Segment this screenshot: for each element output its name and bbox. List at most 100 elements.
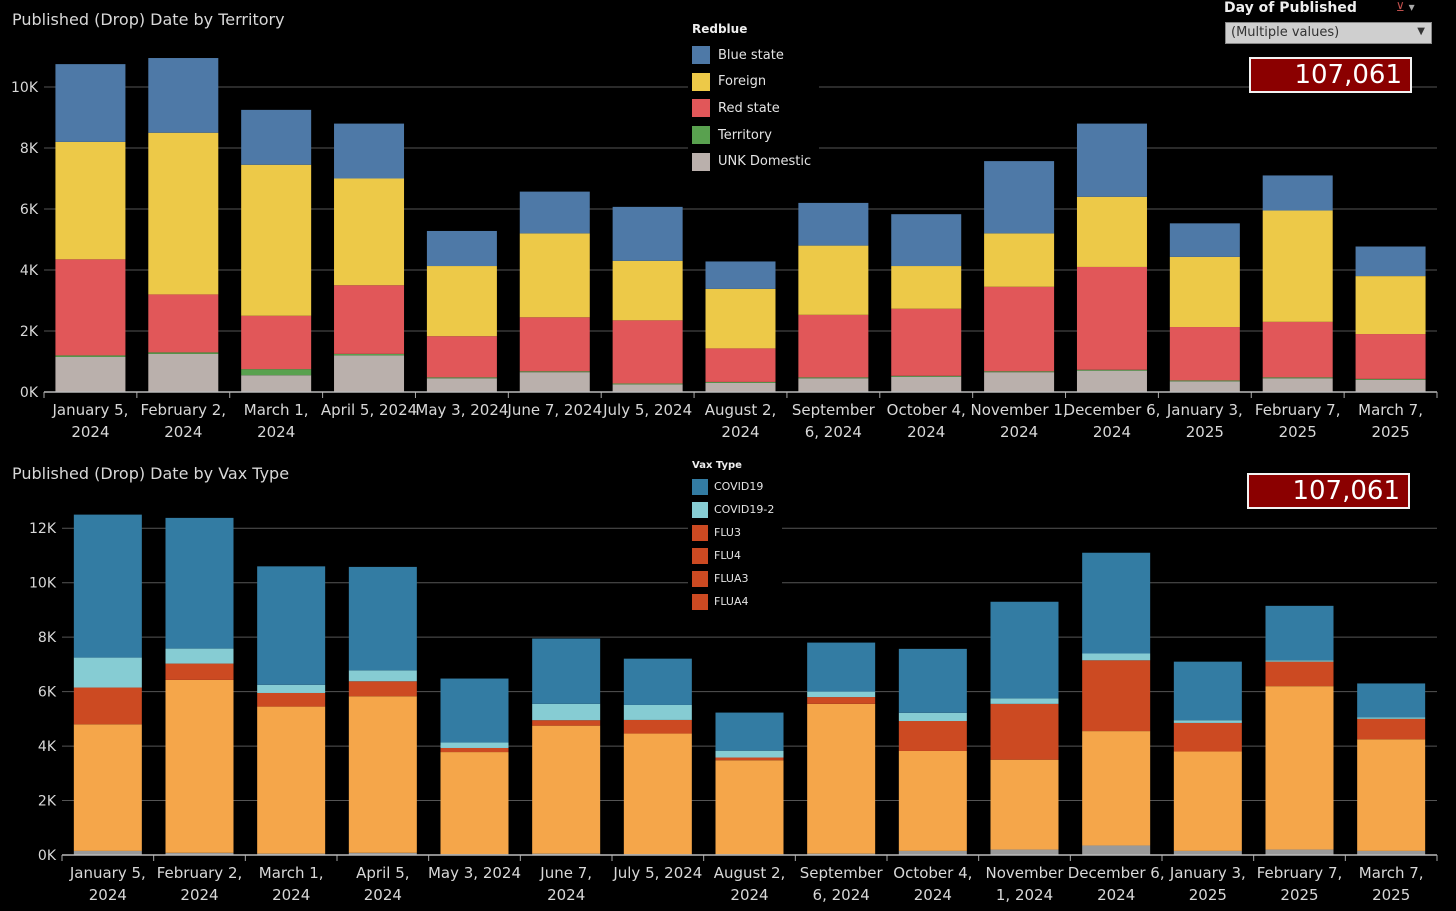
legend-item[interactable]: FLUA4 bbox=[692, 590, 774, 613]
territory-chart: 0K 2K 4K 6K 8K 10K January 5, 2024 February 2, 20… bbox=[11, 58, 1438, 441]
bar-segment bbox=[612, 384, 683, 392]
legend-item[interactable]: Blue state bbox=[692, 42, 811, 69]
bar-segment bbox=[898, 712, 967, 722]
bar-segment bbox=[532, 703, 601, 721]
bar-segment bbox=[798, 245, 869, 315]
legend-swatch bbox=[692, 46, 710, 65]
bar-segment bbox=[1262, 378, 1333, 392]
bar-segment bbox=[798, 377, 869, 379]
legend-item[interactable]: UNK Domestic bbox=[692, 148, 811, 175]
x-tick-label: April 5, bbox=[356, 864, 409, 882]
x-tick-label: September bbox=[792, 401, 876, 419]
legend-item[interactable]: FLU4 bbox=[692, 544, 774, 567]
legend-swatch bbox=[692, 152, 710, 171]
bar-segment bbox=[1355, 379, 1426, 392]
bar-segment bbox=[519, 191, 590, 234]
legend-item[interactable]: COVID19-2 bbox=[692, 498, 774, 521]
total-count-vax-type: 107,061 bbox=[1247, 473, 1410, 509]
filter-title: Day of Published bbox=[1224, 0, 1357, 16]
bar-segment bbox=[898, 750, 967, 851]
x-tick-label: August 2, bbox=[705, 401, 777, 419]
legend-label: Blue state bbox=[718, 47, 784, 63]
bar-segment bbox=[348, 696, 417, 853]
bar-segment bbox=[165, 679, 234, 853]
bar-segment bbox=[798, 378, 869, 392]
x-tick-label: June 7, 2024 bbox=[506, 401, 602, 419]
bar-segment bbox=[165, 663, 234, 680]
bar-segment bbox=[348, 852, 417, 855]
bar-segment bbox=[612, 260, 683, 321]
legend-item[interactable]: Red state bbox=[692, 95, 811, 122]
bar-segment bbox=[1357, 717, 1426, 719]
bar-segment bbox=[1082, 552, 1151, 654]
bar-segment bbox=[1169, 381, 1240, 392]
bar-segment bbox=[73, 657, 142, 688]
filter-icons[interactable]: ⊻ ▾ bbox=[1396, 0, 1415, 14]
dropdown-arrow-icon[interactable]: ▾ bbox=[1408, 0, 1415, 14]
bar-segment bbox=[1076, 196, 1147, 267]
bar-segment bbox=[1357, 850, 1426, 855]
bar-segment bbox=[807, 703, 876, 854]
x-tick-label: March 1, bbox=[244, 401, 309, 419]
legend-label: UNK Domestic bbox=[718, 154, 812, 170]
x-tick-label: 2024 bbox=[257, 423, 295, 441]
bar-segment bbox=[73, 514, 142, 658]
legend-item[interactable]: Territory bbox=[692, 122, 811, 149]
x-tick-label: March 1, bbox=[259, 864, 324, 882]
bar-segment bbox=[891, 214, 962, 267]
legend-territory: Redblue Blue state Foreign Red state Territ… bbox=[688, 20, 820, 179]
y-tick-label: 0K bbox=[20, 385, 39, 401]
bar-segment bbox=[257, 706, 326, 854]
legend-item[interactable]: FLU3 bbox=[692, 521, 774, 544]
bar-segment bbox=[891, 266, 962, 309]
legend-item[interactable]: COVID19 bbox=[692, 475, 774, 498]
bar-segment bbox=[55, 355, 126, 357]
bar-segment bbox=[1262, 321, 1333, 378]
bar-segment bbox=[1082, 660, 1151, 732]
x-tick-label: 2024 bbox=[1000, 423, 1038, 441]
bar-segment bbox=[1355, 246, 1426, 277]
day-of-published-select[interactable]: (Multiple values) ▼ bbox=[1225, 22, 1432, 44]
legend-item[interactable]: FLUA3 bbox=[692, 567, 774, 590]
bar-segment bbox=[1169, 327, 1240, 381]
bar-segment bbox=[705, 348, 776, 382]
y-tick-label: 10K bbox=[29, 576, 57, 592]
x-tick-label: 2025 bbox=[1279, 423, 1317, 441]
legend-item[interactable]: Foreign bbox=[692, 69, 811, 96]
legend-swatch bbox=[692, 570, 708, 587]
x-tick-label: 2024 bbox=[914, 886, 952, 904]
bar-segment bbox=[807, 691, 876, 698]
bar-segment bbox=[257, 692, 326, 707]
bar-segment bbox=[1265, 849, 1334, 855]
bar-segment bbox=[148, 132, 219, 295]
bar-segment bbox=[532, 725, 601, 854]
bar-segment bbox=[705, 381, 776, 383]
legend-swatch bbox=[692, 547, 708, 564]
y-tick-label: 12K bbox=[29, 521, 57, 537]
bar-segment bbox=[1076, 123, 1147, 197]
bar-segment bbox=[426, 230, 497, 267]
bar-segment bbox=[898, 850, 967, 855]
bar-segment bbox=[612, 383, 683, 385]
bar-segment bbox=[612, 206, 683, 261]
bar-segment bbox=[73, 850, 142, 855]
bar-segment bbox=[241, 109, 312, 165]
clear-filter-icon[interactable]: ⊻ bbox=[1396, 0, 1405, 14]
legend-swatch bbox=[692, 593, 708, 610]
x-tick-label: January 3, bbox=[1166, 401, 1243, 419]
bar-segment bbox=[241, 369, 312, 376]
bar-segment bbox=[715, 760, 784, 855]
y-tick-label: 2K bbox=[20, 324, 39, 340]
bar-segment bbox=[1076, 369, 1147, 371]
bar-segment bbox=[1265, 605, 1334, 661]
bar-segment bbox=[623, 733, 692, 855]
bar-segment bbox=[426, 266, 497, 337]
bar-segment bbox=[440, 742, 509, 748]
y-tick-label: 6K bbox=[20, 202, 39, 218]
x-tick-label: April 5, 2024 bbox=[321, 401, 417, 419]
chart-title-vax-type: Published (Drop) Date by Vax Type bbox=[12, 464, 290, 483]
bar-segment bbox=[984, 161, 1055, 234]
bar-segment bbox=[1355, 276, 1426, 335]
bar-segment bbox=[519, 371, 590, 373]
x-tick-label: August 2, bbox=[714, 864, 786, 882]
